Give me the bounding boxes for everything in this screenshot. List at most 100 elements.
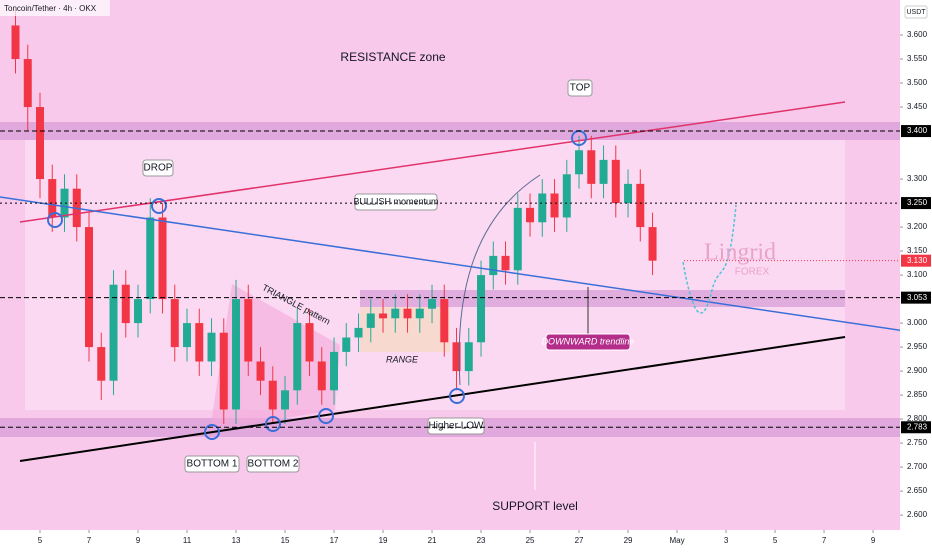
- chart-title: Toncoin/Tether · 4h · OKX: [4, 4, 97, 13]
- candle-body: [36, 107, 45, 180]
- candle-body: [648, 227, 657, 261]
- triangle-shape: [210, 284, 340, 430]
- y-tick-label: 3.550: [907, 54, 928, 63]
- annotation: TOP: [570, 83, 591, 94]
- x-tick-label: 13: [232, 536, 241, 545]
- candle-body: [575, 150, 584, 175]
- annotation: DOWNWARD trendline: [542, 336, 635, 346]
- x-tick-label: 23: [477, 536, 486, 545]
- candle-body: [599, 159, 608, 184]
- candle-body: [562, 174, 571, 218]
- y-tick-label: 3.100: [907, 270, 928, 279]
- level-tag: [901, 197, 931, 210]
- candle-body: [244, 299, 253, 362]
- candle-body: [219, 332, 228, 410]
- x-tick-label: 19: [379, 536, 388, 545]
- candle-body: [146, 217, 155, 300]
- x-tick-label: 5: [773, 536, 778, 545]
- y-tick-label: 2.600: [907, 510, 928, 519]
- y-tick-label: 2.750: [907, 438, 928, 447]
- candle-body: [281, 390, 290, 410]
- candle-body: [60, 188, 69, 218]
- candle-body: [624, 183, 633, 204]
- candle-body: [440, 299, 449, 343]
- candle-body: [587, 150, 596, 184]
- x-tick-label: 27: [575, 536, 584, 545]
- candle-body: [256, 361, 265, 381]
- candle-body: [489, 255, 498, 276]
- y-tick-label: 3.300: [907, 174, 928, 183]
- x-tick-label: 25: [526, 536, 535, 545]
- y-tick-label: 2.900: [907, 366, 928, 375]
- candle-body: [513, 207, 522, 271]
- price-axis: [900, 0, 932, 550]
- y-tick-label: 3.450: [907, 102, 928, 111]
- momentum-arrow: [458, 174, 541, 386]
- support-trendline: [19, 336, 846, 462]
- y-tick-label: 3.600: [907, 30, 928, 39]
- annotation: RESISTANCE zone: [340, 50, 445, 64]
- watermark: FOREX: [735, 267, 770, 278]
- candle-body: [11, 25, 20, 60]
- x-tick-label: 9: [136, 536, 141, 545]
- candle-body: [121, 284, 130, 324]
- y-tick-label: 3.000: [907, 318, 928, 327]
- candle-body: [134, 299, 143, 324]
- candle-body: [477, 275, 486, 343]
- level-label: 3.053: [907, 293, 928, 302]
- candle-body: [452, 342, 461, 372]
- candle-body: [268, 380, 277, 410]
- y-tick-label: 2.950: [907, 342, 928, 351]
- title-bg: [0, 0, 110, 16]
- candle-body: [158, 217, 167, 300]
- annotation: BULLISH momentum: [353, 196, 438, 206]
- candle-body: [501, 255, 510, 271]
- level-tag: [901, 421, 931, 434]
- candle-body: [611, 159, 620, 204]
- x-tick-label: May: [669, 536, 684, 545]
- candle-body: [305, 323, 314, 362]
- annotation: Higher LOW: [428, 421, 484, 432]
- watermark: Lingrid: [704, 240, 776, 266]
- x-tick-label: 5: [38, 536, 43, 545]
- candle-body: [415, 308, 424, 319]
- candle-body: [428, 299, 437, 309]
- level-tag: [901, 291, 931, 304]
- markers: [47, 130, 587, 440]
- x-tick-label: 3: [724, 536, 729, 545]
- candle-body: [109, 284, 118, 381]
- label-bubbles: [142, 79, 631, 473]
- y-tick-label: 2.800: [907, 414, 928, 423]
- x-tick-label: 29: [624, 536, 633, 545]
- x-tick-label: 7: [87, 536, 92, 545]
- x-tick-label: 21: [428, 536, 437, 545]
- y-tick-label: 2.650: [907, 486, 928, 495]
- candle-body: [293, 323, 302, 391]
- candle-body: [342, 337, 351, 352]
- candle-body: [85, 227, 94, 348]
- candle-body: [354, 327, 363, 338]
- level-label: 3.400: [907, 126, 928, 135]
- annotation: BOTTOM 1: [187, 459, 238, 470]
- last-price-tag: [901, 254, 931, 267]
- x-tick-label: 7: [822, 536, 827, 545]
- annotation: SUPPORT level: [492, 499, 578, 513]
- candle-body: [195, 323, 204, 362]
- y-tick-label: 3.150: [907, 246, 928, 255]
- candle-body: [317, 361, 326, 391]
- candle-body: [232, 299, 241, 410]
- candle-body: [48, 179, 57, 218]
- candle-body: [330, 351, 339, 391]
- currency-box: [904, 5, 928, 19]
- candle-body: [170, 299, 179, 348]
- candle-body: [538, 193, 547, 223]
- candle-body: [403, 308, 412, 319]
- x-tick-label: 11: [183, 536, 192, 545]
- last-price-label: 3.130: [907, 256, 928, 265]
- time-axis: [0, 530, 900, 550]
- x-tick-label: 9: [871, 536, 876, 545]
- level-label: 2.783: [907, 422, 928, 431]
- resistance-trendline: [19, 101, 846, 223]
- y-tick-label: 2.700: [907, 462, 928, 471]
- candle-body: [379, 313, 388, 319]
